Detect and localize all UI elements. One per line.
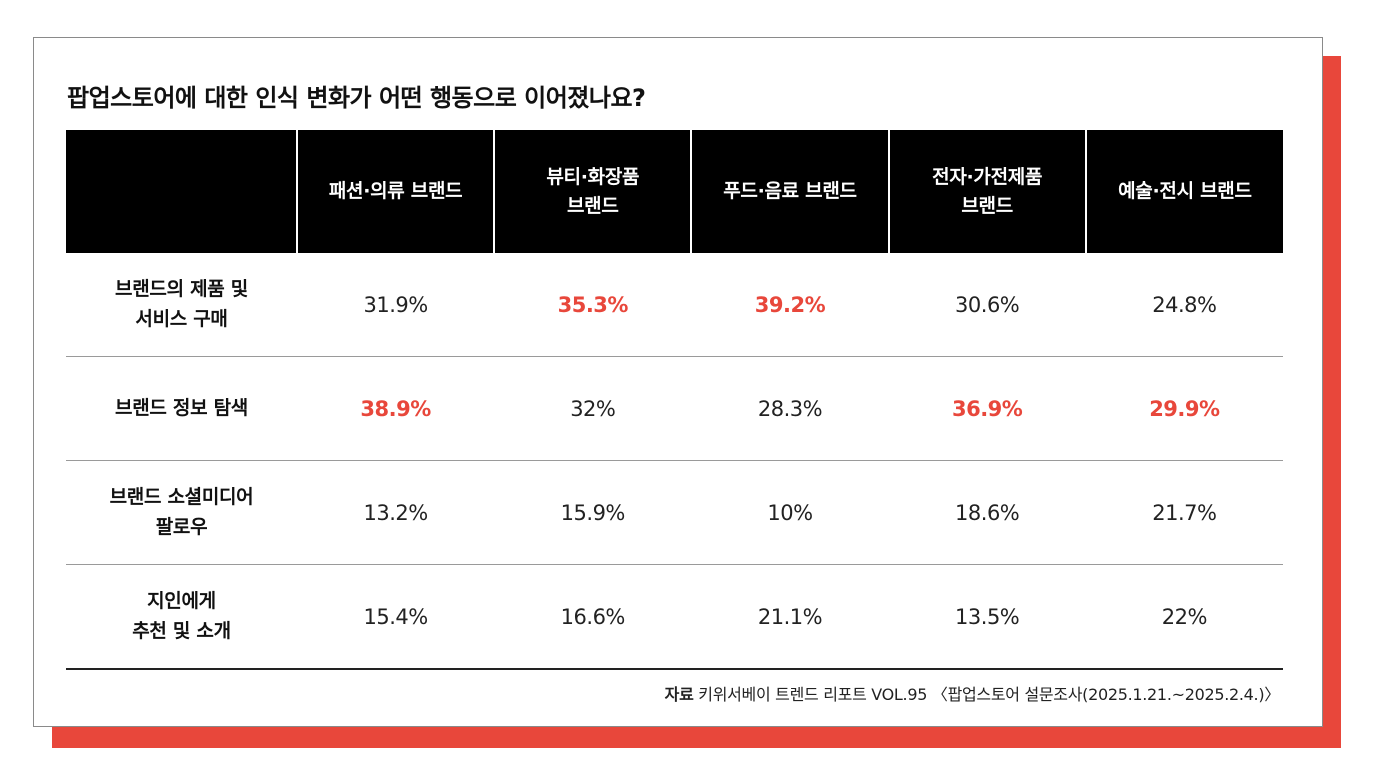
row-label: 브랜드 정보 탐색 — [66, 356, 297, 461]
value-cell: 13.5% — [888, 564, 1086, 670]
table-body: 브랜드의 제품 및 서비스 구매 31.9% 35.3% 39.2% 30.6% 24.8%… — [66, 253, 1283, 670]
value-cell: 28.3% — [691, 356, 889, 461]
page-title: 팝업스토어에 대한 인식 변화가 어떤 행동으로 이어졌나요? — [67, 84, 646, 112]
value-cell: 24.8% — [1085, 253, 1283, 357]
column-header-line: 푸드·음료 브랜드 — [723, 180, 857, 203]
value-cell: 10% — [691, 460, 889, 565]
column-header-line: 브랜드 — [567, 194, 619, 217]
value-cell-highlighted: 29.9% — [1085, 356, 1283, 461]
value-cell: 30.6% — [888, 253, 1086, 357]
column-header: 예술·전시 브랜드 — [1084, 130, 1283, 253]
chart-card: 팝업스토어에 대한 인식 변화가 어떤 행동으로 이어졌나요? 패션·의류 브랜… — [33, 37, 1323, 727]
row-label-line: 지인에게 — [147, 590, 216, 613]
table-row: 지인에게 추천 및 소개 15.4% 16.6% 21.1% 13.5% 22% — [66, 564, 1283, 670]
row-label-line: 브랜드 정보 탐색 — [115, 396, 248, 419]
column-header-line: 패션·의류 브랜드 — [328, 180, 463, 203]
row-label-line: 브랜드의 제품 및 — [115, 278, 248, 301]
column-header-line: 뷰티·화장품 — [546, 166, 640, 188]
value-cell: 21.1% — [691, 564, 889, 670]
value-cell: 18.6% — [888, 460, 1086, 565]
value-cell: 13.2% — [297, 460, 495, 565]
source-text: 키위서베이 트렌드 리포트 VOL.95 〈팝업스토어 설문조사(2025.1.… — [698, 685, 1280, 704]
value-cell-highlighted: 36.9% — [888, 356, 1086, 461]
value-cell-highlighted: 35.3% — [494, 253, 692, 357]
value-cell-highlighted: 38.9% — [297, 356, 495, 461]
column-header-line: 브랜드 — [961, 194, 1013, 217]
value-cell: 16.6% — [494, 564, 692, 670]
table-row: 브랜드의 제품 및 서비스 구매 31.9% 35.3% 39.2% 30.6% 24.8% — [66, 253, 1283, 357]
value-cell: 22% — [1085, 564, 1283, 670]
row-label-line: 서비스 구매 — [135, 307, 228, 330]
source-label: 자료 — [664, 685, 694, 704]
column-header: 패션·의류 브랜드 — [295, 130, 495, 253]
value-cell: 32% — [494, 356, 692, 461]
value-cell: 15.9% — [494, 460, 692, 565]
row-label-line: 브랜드 소셜미디어 — [109, 486, 254, 509]
value-cell: 21.7% — [1085, 460, 1283, 565]
value-cell-highlighted: 39.2% — [691, 253, 889, 357]
source-note: 자료 키위서베이 트렌드 리포트 VOL.95 〈팝업스토어 설문조사(2025… — [664, 681, 1281, 705]
value-cell: 31.9% — [297, 253, 495, 357]
table-row: 브랜드 정보 탐색 38.9% 32% 28.3% 36.9% 29.9% — [66, 356, 1283, 461]
column-header-line: 전자·가전제품 — [932, 166, 1043, 188]
header-corner-cell — [66, 130, 297, 253]
table-row: 브랜드 소셜미디어 팔로우 13.2% 15.9% 10% 18.6% 21.7% — [66, 460, 1283, 565]
value-cell: 15.4% — [297, 564, 495, 670]
row-label-line: 추천 및 소개 — [132, 619, 231, 642]
column-header: 푸드·음료 브랜드 — [690, 130, 889, 253]
row-label-line: 팔로우 — [155, 515, 208, 538]
column-header-line: 예술·전시 브랜드 — [1118, 180, 1252, 203]
